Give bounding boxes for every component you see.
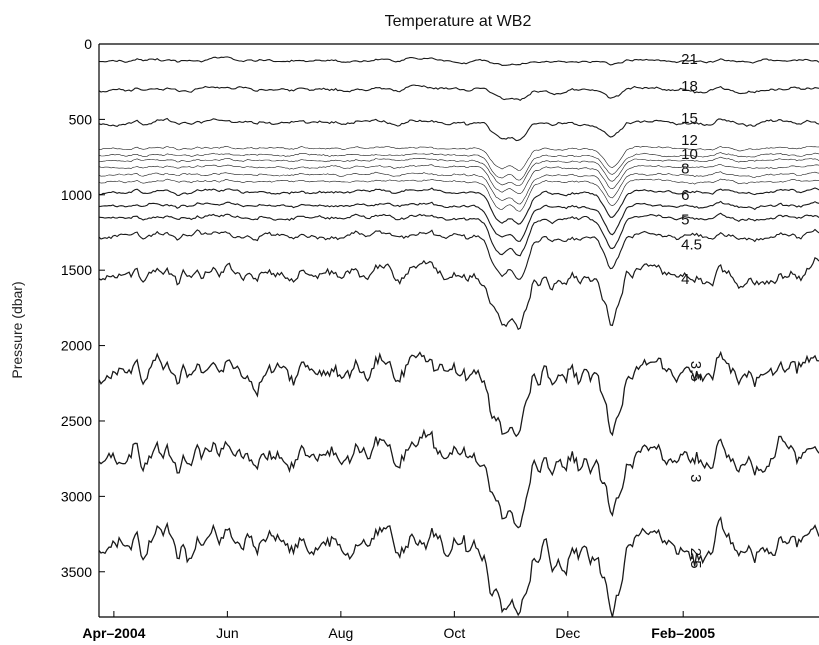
isotherm-7 (99, 178, 819, 212)
isotherm-8 (99, 171, 819, 205)
isotherm-5-5 (99, 200, 819, 242)
y-axis-title: Pressure (dbar) (9, 281, 25, 378)
isotherm-label: 3.5 (687, 361, 704, 382)
y-tick-label: 500 (69, 111, 93, 127)
isotherm-label: 6 (681, 187, 689, 204)
y-tick-label: 0 (84, 36, 92, 52)
y-tick-label: 1500 (61, 262, 92, 278)
isotherm-12 (99, 145, 819, 171)
isotherm-11 (99, 152, 819, 181)
x-tick-label: Dec (555, 625, 580, 641)
isotherm-label: 21 (681, 51, 698, 68)
isotherm-9 (99, 164, 819, 195)
y-tick-label: 2500 (61, 413, 92, 429)
isotherm-3-5 (99, 350, 819, 438)
x-tick-label: Jun (216, 625, 239, 641)
x-tick-label: Aug (328, 625, 353, 641)
axes (98, 43, 819, 618)
isotherm-label: 3 (687, 474, 704, 482)
isotherm-3 (99, 428, 819, 529)
y-tick-label: 2000 (61, 338, 92, 354)
y-tick-label: 3500 (61, 564, 92, 580)
isotherm-18 (99, 84, 819, 101)
y-ticks: 0 500 1000 1500 2000 2500 3000 3500 (61, 36, 105, 580)
isotherm-15 (99, 117, 819, 142)
isotherm-6 (99, 187, 819, 225)
isotherm-2-5 (99, 516, 819, 617)
y-tick-label: 1000 (61, 187, 92, 203)
isotherm-21 (99, 56, 819, 66)
isotherm-5 (99, 212, 819, 257)
isotherm-label: 12 (681, 132, 698, 149)
chart-title: Temperature at WB2 (385, 13, 532, 30)
isotherm-label: 5 (681, 212, 689, 229)
isotherm-label: 10 (681, 146, 698, 163)
isotherm-label: 15 (681, 110, 698, 127)
isotherm-label: 18 (681, 78, 698, 95)
isotherm-4 (99, 256, 819, 331)
x-tick-label: Oct (443, 625, 465, 641)
y-tick-label: 3000 (61, 488, 92, 504)
x-tick-label: Feb–2005 (651, 625, 715, 641)
x-tick-label: Apr–2004 (82, 625, 145, 641)
isotherm-label: 8 (681, 160, 689, 177)
isotherm-label: 2.5 (687, 548, 704, 569)
isotherm-label: 4 (681, 271, 689, 288)
x-ticks: Apr–2004 Jun Aug Oct Dec Feb–2005 (82, 611, 715, 641)
isotherm-4-5 (99, 228, 819, 280)
isotherm-label: 4.5 (681, 237, 702, 254)
isotherm-10 (99, 156, 819, 186)
isotherm-lines (99, 56, 819, 617)
